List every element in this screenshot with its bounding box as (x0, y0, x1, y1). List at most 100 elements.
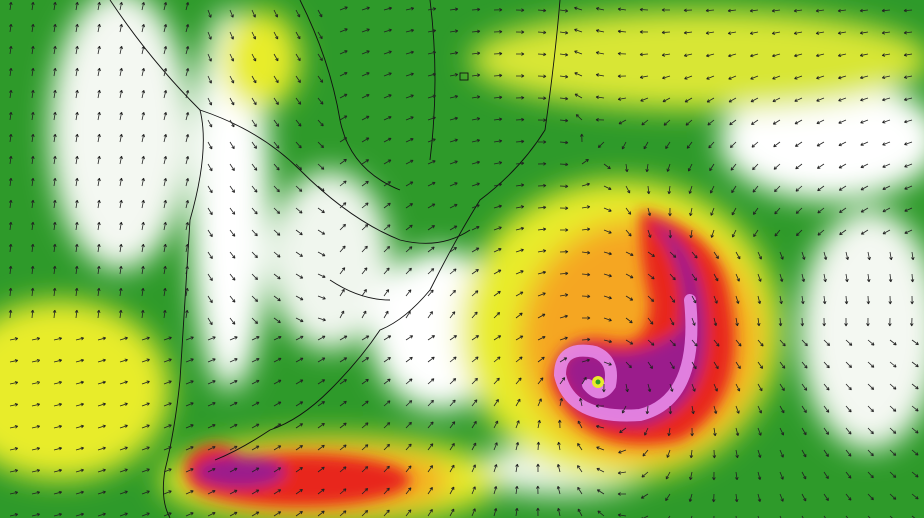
wind-arrow (405, 465, 412, 473)
wind-arrow (515, 205, 525, 209)
wind-arrow (794, 119, 803, 125)
wind-arrow (119, 287, 123, 297)
wind-arrow (207, 207, 213, 216)
wind-arrow (574, 50, 583, 55)
wind-arrow (647, 251, 655, 257)
wind-arrow (8, 199, 13, 209)
wind-arrow (574, 28, 583, 33)
wind-arrow (339, 357, 348, 363)
wind-arrow (493, 356, 501, 363)
wind-arrow (515, 291, 524, 297)
wind-arrow (141, 402, 150, 407)
wind-arrow (207, 445, 216, 451)
wind-arrow (816, 97, 825, 102)
wind-arrow (273, 9, 279, 18)
wind-arrow (640, 493, 649, 499)
wind-arrow (753, 229, 759, 238)
wind-arrow (515, 226, 525, 231)
wind-arrow (537, 377, 544, 385)
wind-arrow (779, 515, 782, 518)
wind-arrow (845, 493, 852, 501)
wind-arrow (207, 424, 216, 429)
wind-arrow (800, 317, 805, 327)
wind-arrow (273, 163, 280, 171)
wind-arrow (163, 155, 168, 165)
wind-arrow (31, 23, 35, 33)
wind-arrow (603, 229, 612, 234)
wind-arrow (163, 177, 168, 187)
wind-arrow (774, 207, 781, 215)
wind-arrow (903, 75, 913, 79)
wind-arrow (317, 185, 325, 192)
wind-arrow (383, 181, 392, 187)
wind-arrow (251, 273, 259, 281)
wind-arrow (867, 339, 875, 346)
wind-arrow (538, 140, 547, 144)
wind-arrow (691, 317, 696, 326)
wind-arrow (141, 287, 145, 297)
wind-arrow (185, 402, 194, 407)
wind-arrow (574, 72, 583, 77)
wind-arrow (53, 221, 57, 231)
wind-arrow (273, 273, 281, 280)
wind-arrow (75, 23, 79, 33)
wind-arrow (603, 185, 612, 191)
wind-arrow (295, 445, 303, 451)
wind-arrow (691, 339, 698, 347)
wind-arrow (493, 442, 498, 451)
wind-arrow (52, 309, 57, 319)
wind-arrow (30, 265, 35, 275)
wind-arrow (816, 141, 825, 147)
wind-arrow (141, 512, 150, 517)
wind-arrow (515, 335, 524, 341)
wind-arrow (317, 273, 326, 278)
wind-arrow (823, 471, 829, 480)
wind-arrow (666, 449, 671, 458)
wind-arrow (815, 8, 825, 13)
wind-arrow (537, 356, 545, 363)
wind-arrow (493, 117, 503, 122)
wind-arrow (53, 424, 63, 429)
wind-arrow (427, 378, 435, 385)
wind-arrow (229, 317, 236, 325)
wind-arrow (667, 427, 671, 437)
wind-arrow (860, 207, 869, 213)
wind-arrow (119, 358, 128, 363)
wind-arrow (383, 443, 390, 451)
wind-arrow (229, 119, 235, 128)
wind-arrow (405, 310, 411, 319)
wind-arrow (471, 442, 477, 451)
wind-arrow (867, 493, 874, 501)
wind-arrow (295, 357, 304, 363)
wind-arrow (30, 287, 35, 297)
wind-arrow (603, 295, 612, 300)
wind-arrow (251, 379, 260, 385)
wind-arrow (641, 471, 649, 478)
wind-arrow (779, 361, 786, 369)
wind-arrow (625, 361, 632, 369)
wind-arrow (735, 471, 739, 481)
wind-arrow (273, 335, 282, 341)
wind-arrow (772, 119, 781, 125)
wind-arrow (229, 358, 238, 363)
wind-arrow (53, 512, 63, 517)
wind-arrow (666, 163, 671, 172)
wind-arrow (690, 515, 693, 518)
wind-arrow (581, 337, 591, 342)
wind-arrow (559, 314, 568, 319)
wind-arrow (53, 45, 57, 55)
wind-arrow (757, 273, 762, 282)
wind-arrow (251, 423, 260, 429)
wind-arrow (735, 383, 741, 392)
wind-arrow (163, 265, 167, 275)
wind-arrow (580, 133, 584, 143)
wind-arrow (31, 402, 41, 407)
wind-arrow (577, 420, 583, 429)
wind-arrow (273, 53, 279, 62)
wind-arrow (728, 53, 737, 58)
wind-arrow (713, 383, 718, 392)
wind-arrow (515, 507, 519, 517)
wind-arrow (516, 52, 525, 56)
wind-arrow (53, 155, 57, 165)
wind-arrow (625, 229, 632, 237)
